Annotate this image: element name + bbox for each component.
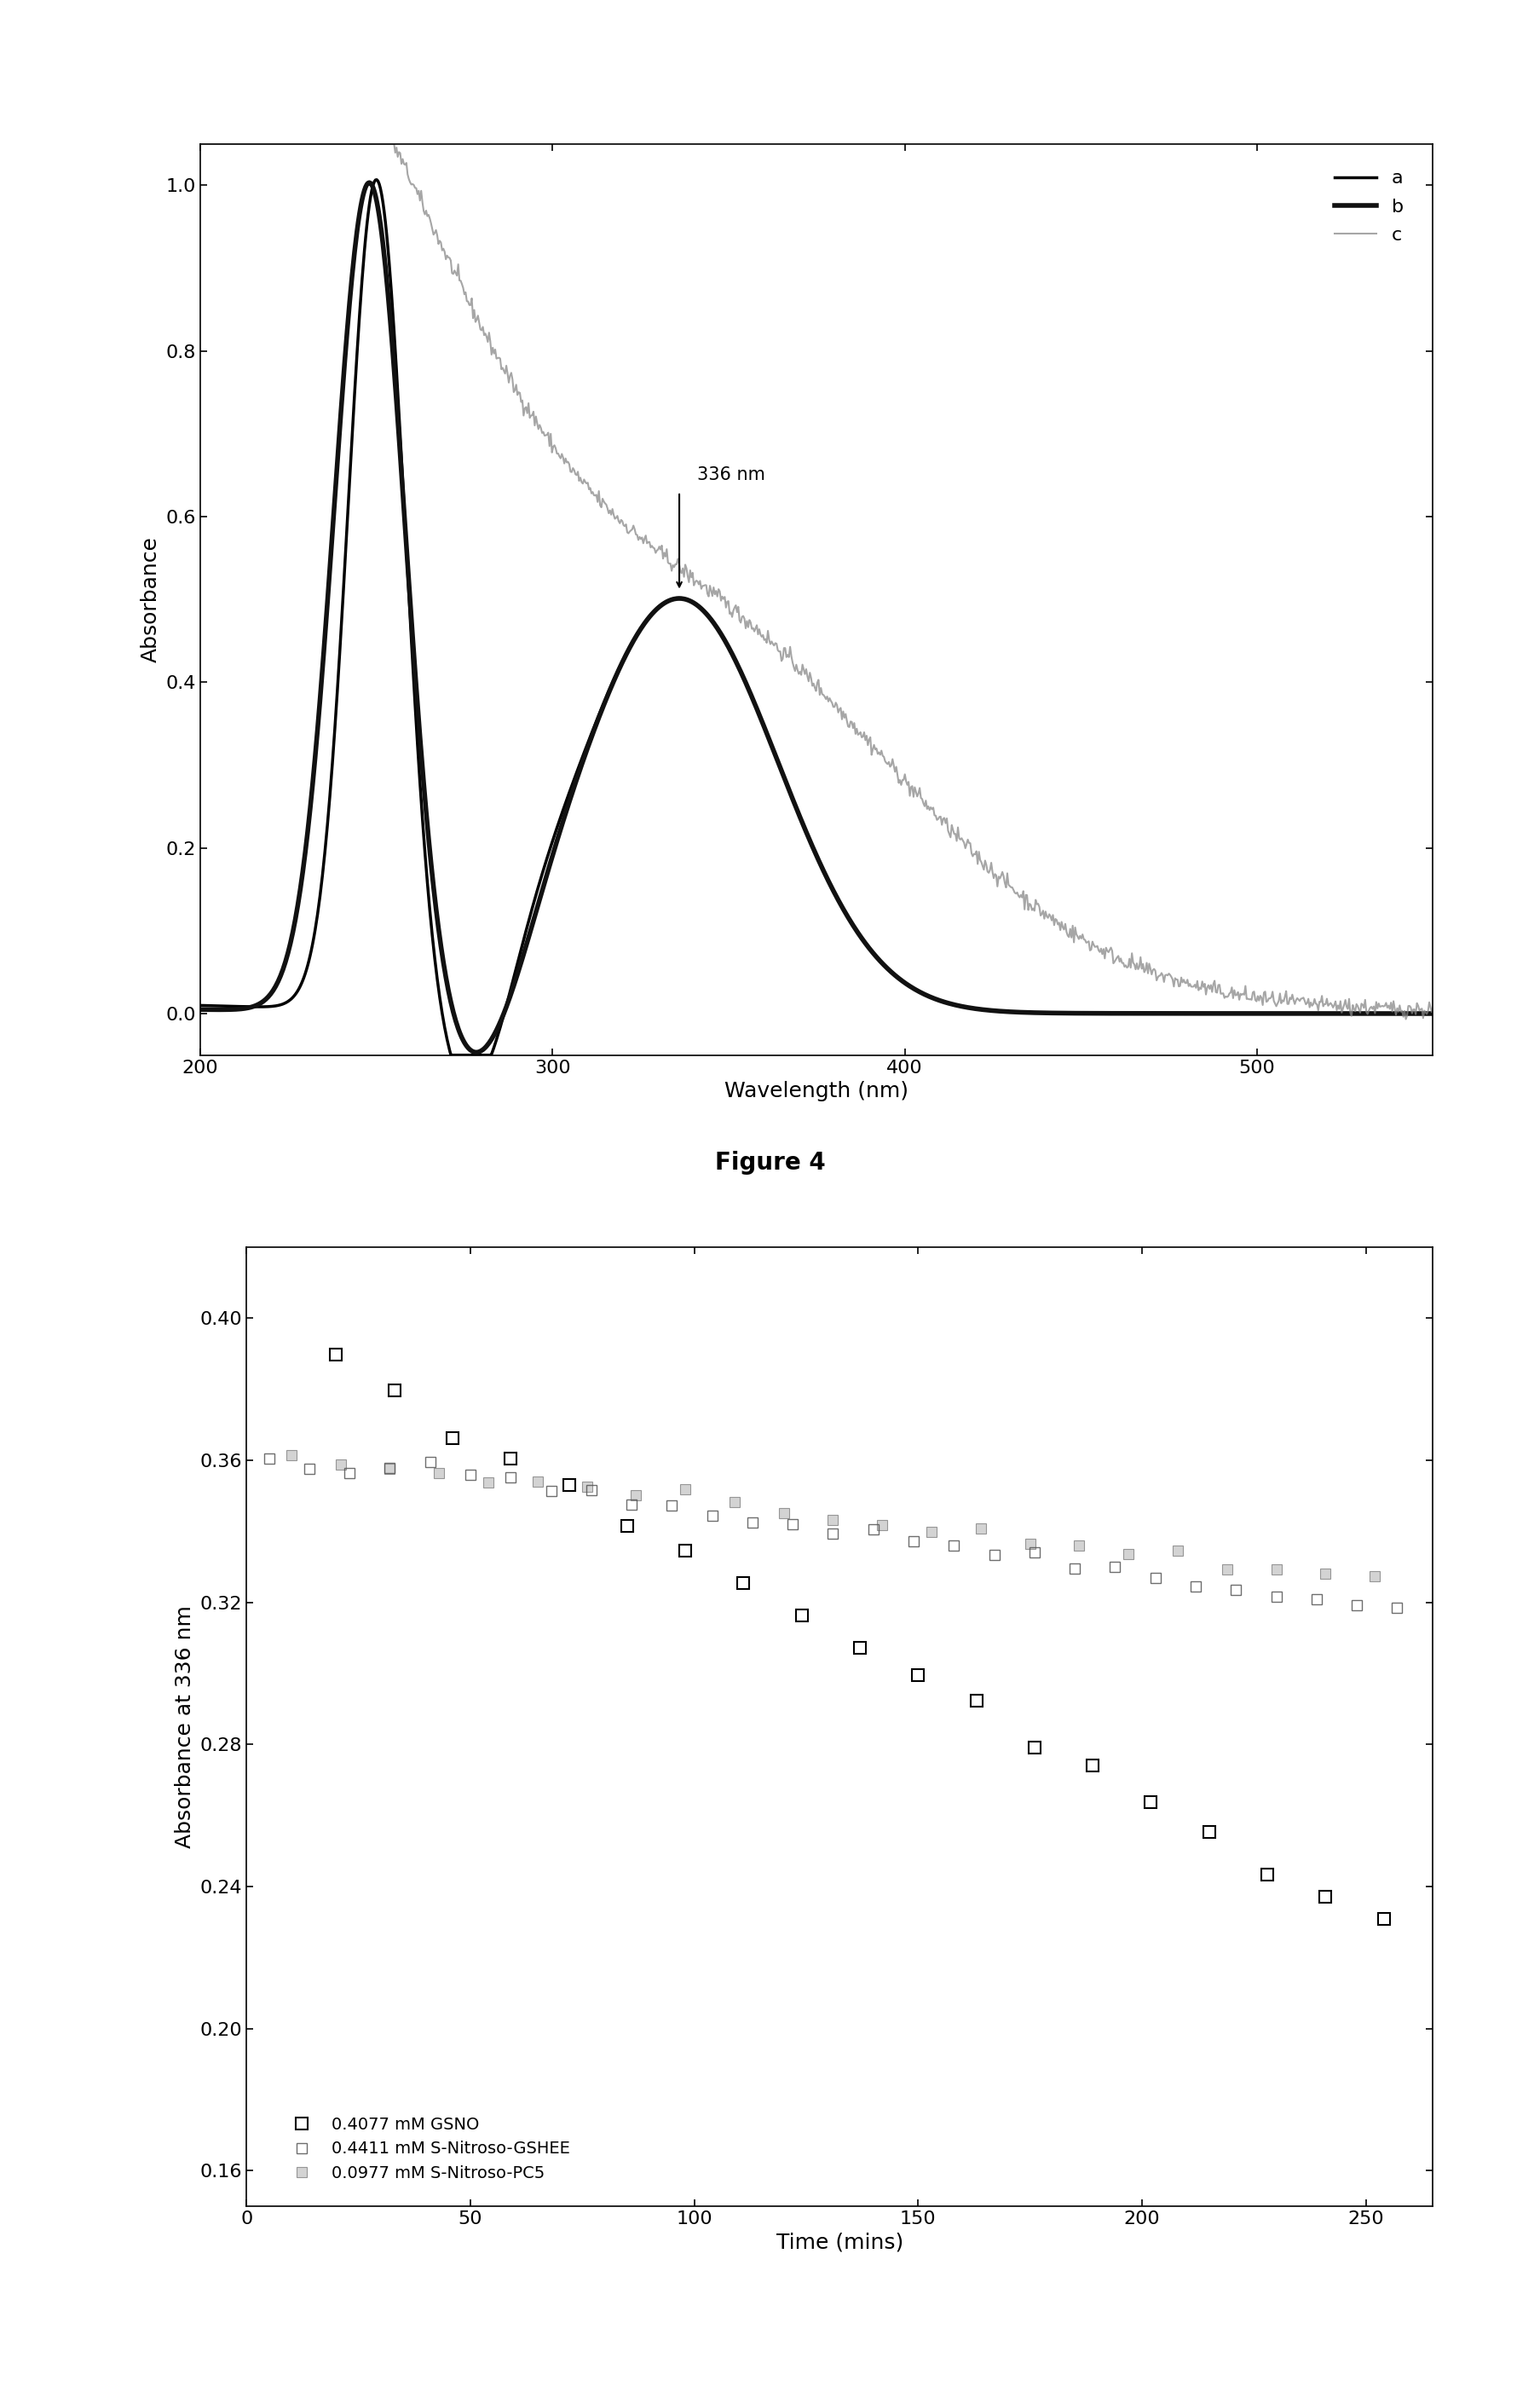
Legend: a, b, c: a, b, c	[1326, 163, 1411, 252]
Legend: 0.4077 mM GSNO, 0.4411 mM S-Nitroso-GSHEE, 0.0977 mM S-Nitroso-PC5: 0.4077 mM GSNO, 0.4411 mM S-Nitroso-GSHE…	[279, 2110, 576, 2189]
Text: Figure 4: Figure 4	[715, 1151, 825, 1175]
Y-axis label: Absorbance: Absorbance	[140, 537, 162, 662]
Text: 336 nm: 336 nm	[696, 468, 764, 484]
Y-axis label: Absorbance at 336 nm: Absorbance at 336 nm	[176, 1604, 196, 1849]
X-axis label: Wavelength (nm): Wavelength (nm)	[724, 1081, 909, 1101]
X-axis label: Time (mins): Time (mins)	[776, 2233, 902, 2252]
